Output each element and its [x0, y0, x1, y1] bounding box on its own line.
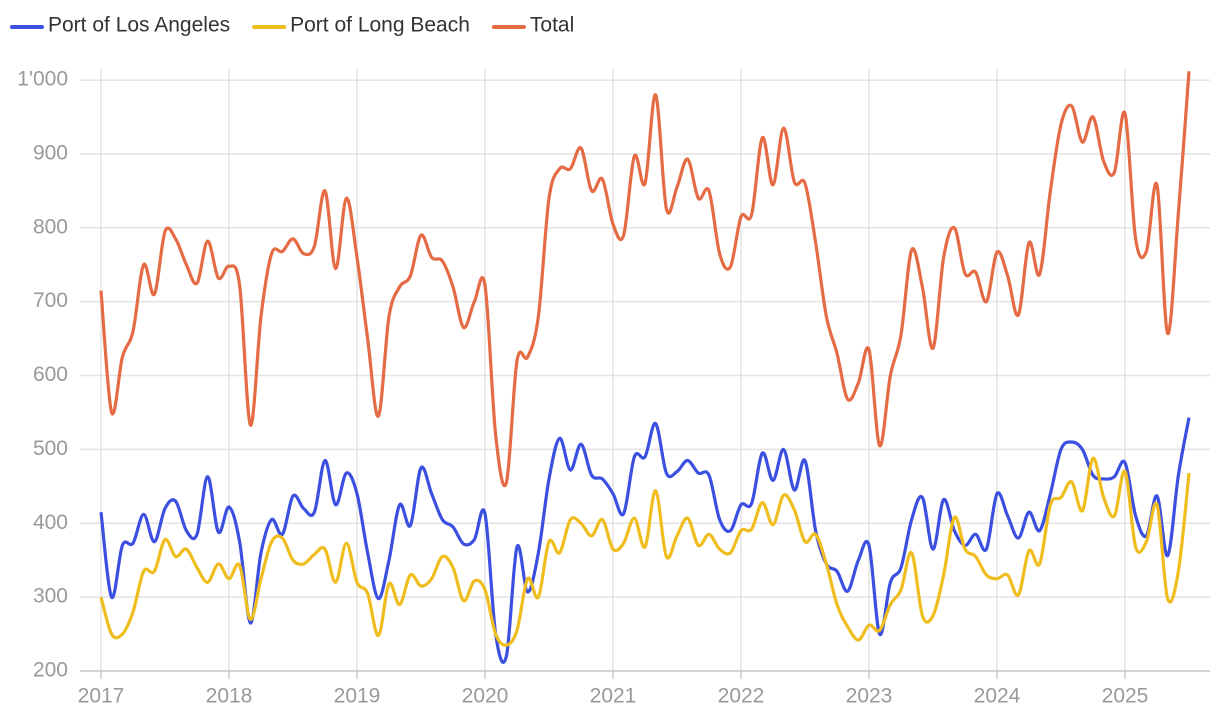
y-tick-label: 500 [33, 437, 68, 460]
x-tick-label: 2018 [206, 685, 253, 708]
x-tick-label: 2025 [1102, 685, 1149, 708]
y-tick-label: 900 [33, 141, 68, 164]
y-tick-label: 300 [33, 585, 68, 608]
x-tick-label: 2017 [78, 685, 125, 708]
legend-label: Total [530, 14, 574, 37]
x-tick-label: 2023 [846, 685, 893, 708]
y-tick-label: 200 [33, 659, 68, 682]
x-tick-label: 2022 [718, 685, 765, 708]
y-tick-label: 700 [33, 289, 68, 312]
line-series [99, 417, 1191, 664]
legend-label: Port of Long Beach [290, 14, 470, 37]
y-tick-label: 400 [33, 511, 68, 534]
x-tick-label: 2019 [334, 685, 381, 708]
y-tick-label: 800 [33, 215, 68, 238]
legend-label: Port of Los Angeles [48, 14, 230, 37]
y-tick-label: 600 [33, 363, 68, 386]
x-tick-label: 2021 [590, 685, 637, 708]
line-series [99, 71, 1191, 487]
x-tick-label: 2024 [974, 685, 1021, 708]
x-tick-label: 2020 [462, 685, 509, 708]
line-series [99, 456, 1191, 647]
y-tick-label: 1'000 [17, 68, 68, 91]
